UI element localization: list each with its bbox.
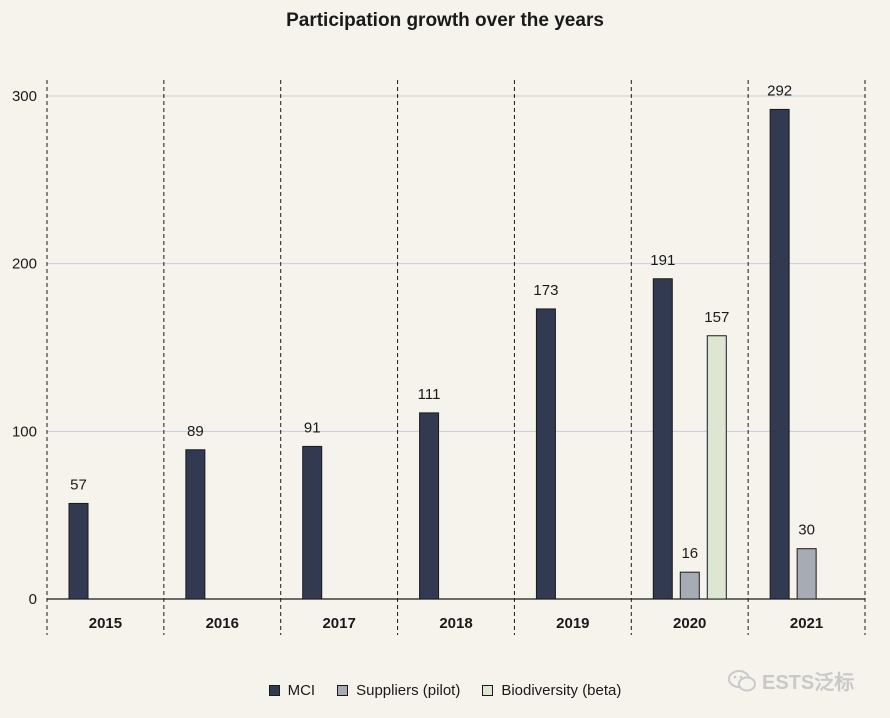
x-tick-label: 2016: [206, 615, 239, 632]
data-label: 89: [187, 423, 204, 440]
bar: [419, 412, 440, 600]
x-tick-label: 2021: [790, 615, 823, 632]
data-label: 191: [650, 252, 675, 269]
legend-label: MCI: [287, 682, 316, 699]
bar: [185, 449, 206, 600]
legend-swatch: [337, 685, 349, 696]
x-tick-label: 2020: [673, 615, 706, 632]
chart-title: Participation growth over the years: [286, 10, 604, 31]
bar: [769, 108, 790, 600]
watermark-text: ESTS泛标: [762, 672, 855, 694]
data-label: 16: [681, 545, 698, 562]
bar: [302, 445, 323, 600]
legend-label: Biodiversity (beta): [501, 682, 622, 699]
data-label: 111: [418, 386, 441, 403]
y-tick-label: 200: [12, 256, 37, 273]
legend-item: MCI: [268, 682, 316, 699]
wechat-icon: [728, 669, 756, 691]
x-tick-label: 2015: [89, 615, 122, 632]
legend-swatch: [482, 685, 494, 696]
x-tick-label: 2018: [439, 615, 472, 632]
y-tick-label: 300: [12, 88, 37, 105]
legend-item: Biodiversity (beta): [482, 682, 621, 699]
y-tick-label: 0: [29, 591, 37, 608]
data-label: 173: [533, 282, 558, 299]
x-tick-label: 2017: [322, 615, 355, 632]
bar: [796, 548, 817, 600]
bar: [706, 335, 727, 600]
data-label: 57: [70, 476, 87, 493]
bar: [679, 571, 700, 600]
x-tick-label: 2019: [556, 615, 589, 632]
legend-swatch: [268, 685, 280, 696]
data-label: 30: [798, 522, 815, 539]
data-label: 91: [304, 419, 321, 436]
legend-label: Suppliers (pilot): [356, 682, 461, 699]
bar: [68, 502, 89, 600]
watermark: ESTS泛标: [728, 666, 854, 695]
legend-item: Suppliers (pilot): [337, 682, 460, 699]
data-label: 157: [704, 309, 729, 326]
bar: [652, 278, 673, 600]
data-label: 292: [767, 82, 792, 99]
bar: [535, 308, 556, 600]
y-tick-label: 100: [12, 423, 37, 440]
legend: MCI Suppliers (pilot) Biodiversity (beta): [0, 682, 890, 699]
